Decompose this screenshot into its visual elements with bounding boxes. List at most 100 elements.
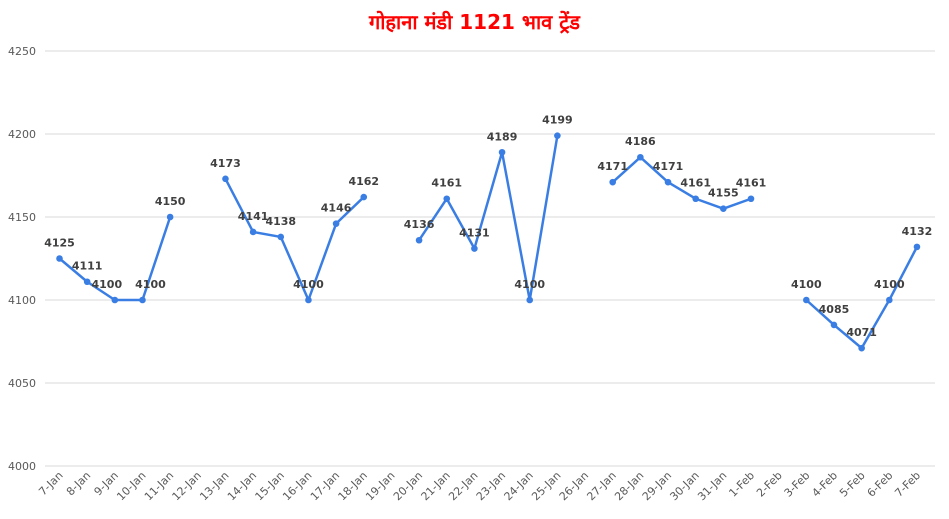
- data-label: 4150: [155, 195, 186, 208]
- data-point: [249, 228, 257, 236]
- data-label: 4199: [542, 114, 573, 127]
- series-line-segment: [418, 135, 559, 302]
- data-label: 4100: [135, 278, 166, 291]
- data-point: [56, 255, 63, 262]
- x-tick-label: 31-Jan: [695, 469, 729, 503]
- y-tick-label: 4150: [8, 211, 36, 224]
- x-tick-label: 7-Jan: [36, 469, 65, 498]
- data-point: [692, 195, 699, 203]
- data-point: [609, 178, 616, 186]
- x-tick-label: 6-Feb: [865, 469, 896, 500]
- data-label: 4100: [293, 278, 324, 291]
- data-point: [139, 296, 146, 304]
- data-label: 4161: [680, 177, 711, 190]
- x-tick-label: 5-Feb: [837, 469, 868, 500]
- x-tick-label: 13-Jan: [197, 469, 231, 503]
- data-label: 4161: [736, 177, 767, 190]
- data-point: [803, 296, 810, 304]
- y-tick-label: 4050: [8, 377, 36, 390]
- y-tick-label: 4000: [8, 460, 36, 473]
- data-point: [332, 220, 340, 227]
- data-point: [277, 233, 285, 241]
- data-label: 4132: [902, 225, 933, 238]
- x-tick-label: 7-Feb: [892, 469, 923, 500]
- data-point: [360, 193, 368, 201]
- x-tick-label: 28-Jan: [612, 469, 646, 503]
- data-point: [166, 213, 174, 221]
- x-tick-label: 19-Jan: [363, 469, 397, 503]
- data-point: [415, 236, 423, 244]
- data-point: [720, 205, 727, 212]
- data-label: 4171: [653, 160, 684, 173]
- series-line-segment: [224, 178, 365, 302]
- x-tick-label: 10-Jan: [114, 469, 148, 503]
- x-tick-label: 25-Jan: [529, 469, 563, 503]
- data-point: [858, 344, 865, 352]
- x-tick-label: 8-Jan: [64, 469, 93, 498]
- data-label: 4125: [44, 237, 75, 250]
- y-tick-label: 4100: [8, 294, 36, 307]
- data-label: 4111: [72, 260, 103, 273]
- y-tick-label: 4250: [8, 45, 36, 58]
- chart-title: गोहाना मंडी 1121 भाव ट्रेंड: [368, 10, 580, 34]
- data-point: [111, 296, 119, 304]
- data-label: 4171: [597, 160, 628, 173]
- data-point: [305, 296, 312, 304]
- x-tick-label: 1-Feb: [726, 469, 757, 500]
- x-tick-label: 12-Jan: [170, 469, 204, 503]
- y-tick-label: 4200: [8, 128, 36, 141]
- x-tick-label: 11-Jan: [142, 469, 176, 503]
- data-label: 4100: [92, 278, 123, 291]
- data-point: [913, 243, 921, 251]
- x-tick-label: 17-Jan: [308, 469, 342, 503]
- data-point: [526, 296, 534, 304]
- data-label: 4146: [321, 202, 352, 215]
- data-label: 4136: [404, 218, 435, 231]
- x-tick-label: 18-Jan: [336, 469, 370, 503]
- data-point: [222, 175, 229, 183]
- x-tick-label: 15-Jan: [253, 469, 287, 503]
- data-label: 4085: [819, 303, 850, 316]
- data-label: 4100: [791, 278, 822, 291]
- x-tick-label: 14-Jan: [225, 469, 259, 503]
- data-label: 4138: [265, 215, 296, 228]
- data-point: [554, 132, 561, 139]
- data-label: 4100: [874, 278, 905, 291]
- data-point: [637, 153, 644, 161]
- x-tick-label: 23-Jan: [474, 469, 508, 503]
- x-tick-label: 21-Jan: [419, 469, 453, 503]
- data-point: [83, 278, 91, 286]
- data-label: 4155: [708, 187, 739, 200]
- data-label: 4173: [210, 157, 241, 170]
- data-label: 4141: [238, 210, 269, 223]
- data-point: [886, 296, 893, 304]
- data-label: 4186: [625, 135, 656, 148]
- data-point: [747, 195, 755, 203]
- gridlines: [45, 50, 935, 467]
- x-tick-label: 3-Feb: [782, 469, 813, 500]
- x-tick-label: 4-Feb: [809, 469, 840, 500]
- x-tick-label: 26-Jan: [557, 469, 591, 503]
- data-label: 4100: [514, 278, 545, 291]
- data-label: 4071: [846, 326, 877, 339]
- data-label: 4189: [487, 130, 518, 143]
- x-tick-label: 20-Jan: [391, 469, 425, 503]
- data-label: 4131: [459, 227, 490, 240]
- data-point: [830, 321, 838, 329]
- x-tick-label: 27-Jan: [584, 469, 618, 503]
- x-tick-label: 30-Jan: [667, 469, 701, 503]
- series-line-segment: [611, 155, 752, 210]
- y-axis-ticks: 4000 4050 4100 4150 4200 4250: [8, 45, 36, 473]
- data-point: [443, 195, 451, 203]
- x-tick-label: 16-Jan: [280, 469, 314, 503]
- series-line: [58, 135, 919, 350]
- data-label: 4161: [431, 177, 462, 190]
- data-point: [498, 148, 506, 156]
- data-points: [56, 132, 921, 352]
- x-tick-label: 2-Feb: [754, 469, 785, 500]
- x-axis-ticks: 7-Jan8-Jan9-Jan10-Jan11-Jan12-Jan13-Jan1…: [36, 469, 923, 503]
- x-tick-label: 24-Jan: [502, 469, 536, 503]
- data-point: [471, 245, 478, 252]
